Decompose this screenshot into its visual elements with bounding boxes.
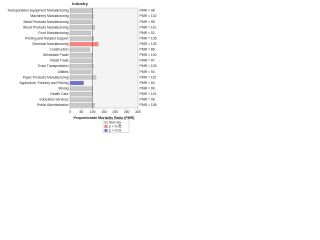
bar xyxy=(69,69,92,74)
value-label: PMR = 98 xyxy=(140,9,155,13)
y-tick-label: Retail Trade xyxy=(50,59,68,63)
bar xyxy=(69,64,94,69)
x-tick-label: 250 xyxy=(124,110,130,114)
x-tick-label: 0 xyxy=(69,110,71,114)
bar xyxy=(69,53,93,58)
value-label: PMR = 92 xyxy=(140,31,155,35)
bar xyxy=(69,42,99,47)
value-label: PMR = 105 xyxy=(140,36,157,40)
x-tick-label: 100 xyxy=(90,110,96,114)
y-tick-label: Metal Products Manufacturing xyxy=(23,20,68,24)
value-label: PMR = 95 xyxy=(140,20,155,24)
bar xyxy=(69,75,97,80)
legend-label: p < 0.01 xyxy=(109,128,121,132)
y-tick-label: Food Manufacturing xyxy=(38,31,68,35)
legend-label: Non-sig xyxy=(109,120,121,124)
y-tick-label: Paper Products Manufacturing xyxy=(23,75,69,79)
chart-title: Industry xyxy=(72,1,89,6)
legend-label: p < 0.05 xyxy=(109,124,121,128)
value-label: PMR = 101 xyxy=(140,92,157,96)
value-label: PMR = 100 xyxy=(140,53,157,57)
y-tick-label: Construction xyxy=(49,48,68,52)
y-tick-label: Public Administration xyxy=(37,103,69,107)
value-label: PMR = 88 xyxy=(140,48,155,52)
bar xyxy=(69,14,94,19)
bar xyxy=(69,30,91,36)
legend-swatch xyxy=(104,125,108,128)
value-label: PMR = 108 xyxy=(140,103,157,107)
value-label: PMR = 102 xyxy=(140,14,157,18)
value-label: PMR = 110 xyxy=(140,25,157,29)
bar xyxy=(69,80,84,86)
plot-area xyxy=(69,7,139,109)
x-tick-label: 150 xyxy=(101,110,107,114)
bar xyxy=(69,25,96,30)
value-label: PMR = 99 xyxy=(140,86,155,90)
value-label: PMR = 115 xyxy=(140,75,157,79)
y-tick-label: Wholesale Trade xyxy=(43,53,69,57)
value-label: PMR = 125 xyxy=(140,42,157,46)
value-label: PMR = 97 xyxy=(140,59,155,63)
bar xyxy=(69,86,93,91)
bar xyxy=(69,36,94,41)
value-label: PMR = 60 xyxy=(140,81,155,85)
y-tick-label: Wood Products Manufacturing xyxy=(23,25,69,29)
bar xyxy=(69,103,95,108)
x-tick-label: 300 xyxy=(135,110,141,114)
bar xyxy=(69,58,93,63)
y-tick-label: Machinery Manufacturing xyxy=(30,14,68,18)
x-tick-label: 50 xyxy=(79,110,83,114)
legend-swatch xyxy=(104,121,108,124)
y-tick-label: Utilities xyxy=(58,70,69,74)
bar xyxy=(69,47,91,52)
value-label: PMR = 103 xyxy=(140,64,157,68)
bar xyxy=(69,92,93,97)
y-tick-label: Truck Transportation xyxy=(38,64,69,68)
y-tick-label: Education Services xyxy=(39,98,68,102)
value-label: PMR = 94 xyxy=(140,70,155,74)
bar xyxy=(69,19,92,24)
value-label: PMR = 96 xyxy=(140,98,155,102)
legend-box xyxy=(102,119,130,133)
y-tick-label: Mining xyxy=(59,86,69,90)
y-tick-label: Transportation Equipment Manufacturing xyxy=(7,9,68,13)
x-axis-title: Proportionate Mortality Ratio (PMR) xyxy=(74,116,136,120)
y-tick-label: Chemical Manufacturing xyxy=(32,42,69,46)
chart: Industry Proportionate Mortality Ratio (… xyxy=(7,1,157,133)
y-tick-label: Printing and Related Support xyxy=(25,36,69,40)
y-tick-label: Agriculture, Forestry and Fishing xyxy=(20,81,69,85)
x-tick-label: 200 xyxy=(112,110,118,114)
bar xyxy=(69,97,92,102)
bar xyxy=(69,8,93,13)
y-tick-label: Health Care xyxy=(50,92,68,96)
legend-swatch xyxy=(104,129,108,132)
